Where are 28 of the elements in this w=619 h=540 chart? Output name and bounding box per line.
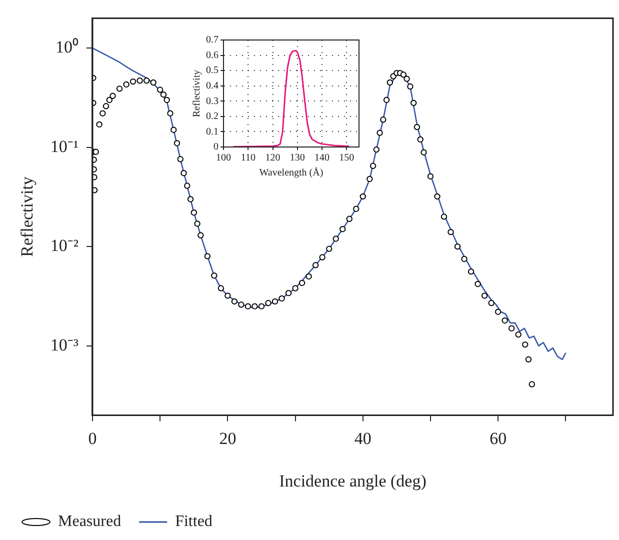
x-tick-label: 40 (354, 428, 372, 448)
x-tick-label: 110 (240, 152, 256, 164)
legend-label: Measured (58, 513, 122, 530)
x-tick-label: 120 (265, 152, 280, 164)
x-tick-label: 150 (339, 152, 354, 164)
x-tick-label: 0 (88, 428, 97, 448)
y-axis-title: Reflectivity (18, 176, 37, 257)
x-tick-label: 130 (290, 152, 305, 164)
y-tick-label: 10⁻³ (50, 335, 78, 354)
y-tick-label: 0.5 (206, 65, 218, 76)
y-tick-label: 10⁻² (50, 236, 78, 256)
x-axis-title: Incidence angle (deg) (279, 471, 426, 490)
y-tick-label: 0.7 (206, 34, 218, 46)
y-tick-label: 0.2 (206, 111, 218, 122)
y-tick-label: 0.3 (206, 96, 218, 107)
x-tick-label: 140 (314, 152, 330, 164)
y-tick-label: 0.1 (206, 126, 218, 138)
y-tick-label: 10⁻¹ (50, 136, 78, 156)
y-tick-label: 0.4 (206, 80, 218, 92)
y-tick-label: 10⁰ (55, 38, 78, 57)
x-axis-title: Wavelength (Å) (259, 166, 324, 179)
x-tick-label: 100 (216, 152, 231, 164)
y-tick-label: 0.6 (206, 50, 218, 61)
x-tick-label: 20 (219, 428, 236, 448)
x-tick-label: 60 (490, 428, 507, 448)
y-axis-title: Reflectivity (192, 70, 203, 118)
y-tick-label: 0 (214, 142, 218, 153)
legend-label: Fitted (175, 513, 212, 530)
